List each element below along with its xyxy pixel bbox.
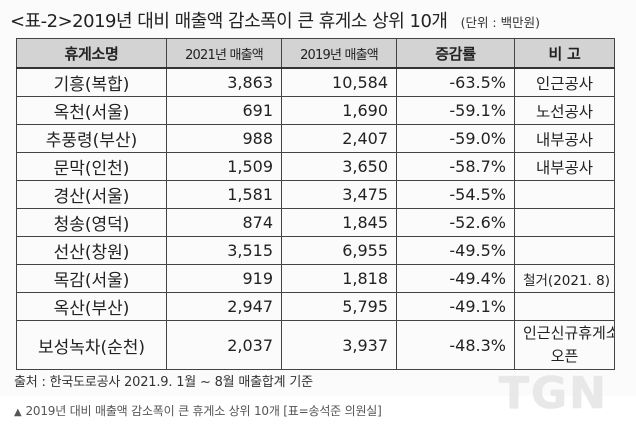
- cell-change-rate: -49.5%: [396, 236, 515, 265]
- table-row: 옥천(서울) 691 1,690 -59.1% 노선공사: [16, 96, 615, 125]
- cell-name: 청송(영덕): [16, 208, 167, 237]
- cell-note: 인근신규휴게소 오픈: [514, 320, 615, 370]
- cell-sales-2019: 1,845: [281, 208, 397, 237]
- table-row: 옥산(부산) 2,947 5,795 -49.1%: [16, 292, 615, 321]
- cell-name: 선산(창원): [16, 236, 167, 265]
- cell-note: [514, 236, 615, 265]
- cell-change-rate: -58.7%: [396, 152, 515, 181]
- table-row: 경산(서울) 1,581 3,475 -54.5%: [16, 180, 615, 209]
- cell-change-rate: -59.0%: [396, 124, 515, 153]
- cell-name: 문막(인천): [16, 152, 167, 181]
- cell-note: 인근공사: [514, 67, 615, 97]
- table-row: 청송(영덕) 874 1,845 -52.6%: [16, 208, 615, 237]
- cell-sales-2021: 874: [166, 208, 282, 237]
- cell-note: 내부공사: [514, 124, 615, 153]
- cell-sales-2019: 3,937: [281, 320, 397, 370]
- cell-note-line1: 인근신규휴게소: [523, 324, 615, 342]
- cell-note-line2: 오픈: [550, 347, 579, 365]
- header-change-rate: 증감률: [396, 38, 515, 69]
- cell-sales-2019: 2,407: [281, 124, 397, 153]
- cell-sales-2019: 3,650: [281, 152, 397, 181]
- cell-note: 철거(2021. 8): [514, 264, 615, 293]
- cell-name: 기흥(복합): [16, 67, 167, 97]
- cell-note: 내부공사: [514, 152, 615, 181]
- table-row: 선산(창원) 3,515 6,955 -49.5%: [16, 236, 615, 265]
- cell-sales-2019: 5,795: [281, 292, 397, 321]
- table-row: 목감(서울) 919 1,818 -49.4% 철거(2021. 8): [16, 264, 615, 293]
- watermark-logo: TGN: [499, 368, 608, 419]
- table-row: 기흥(복합) 3,863 10,584 -63.5% 인근공사: [16, 67, 615, 97]
- cell-note: 노선공사: [514, 96, 615, 125]
- cell-name: 옥천(서울): [16, 96, 167, 125]
- cell-sales-2021: 1,509: [166, 152, 282, 181]
- document-image: <표-2>2019년 대비 매출액 감소폭이 큰 휴게소 상위 10개 (단위 …: [10, 7, 630, 419]
- table-row: 보성녹차(순천) 2,037 3,937 -48.3% 인근신규휴게소 오픈: [16, 320, 615, 370]
- cell-name: 추풍령(부산): [16, 124, 167, 153]
- cell-sales-2021: 3,515: [166, 236, 282, 265]
- cell-note: [514, 292, 615, 321]
- cell-name: 목감(서울): [16, 264, 167, 293]
- table-title: <표-2>2019년 대비 매출액 감소폭이 큰 휴게소 상위 10개: [10, 11, 448, 32]
- header-rest-area-name: 휴게소명: [16, 38, 167, 69]
- cell-sales-2021: 919: [166, 264, 282, 293]
- source-note: 출처 : 한국도로공사 2021.9. 1월 ~ 8월 매출합계 기준: [14, 375, 313, 390]
- caption-text: 2019년 대비 매출액 감소폭이 큰 휴게소 상위 10개 [표=송석준 의원…: [25, 404, 382, 418]
- rest-area-sales-table: 휴게소명 2021년 매출액 2019년 매출액 증감률 비 고 기흥(복합) …: [16, 38, 615, 370]
- cell-change-rate: -52.6%: [396, 208, 515, 237]
- cell-name: 보성녹차(순천): [16, 320, 167, 370]
- cell-sales-2021: 3,863: [166, 67, 282, 97]
- table-title-row: <표-2>2019년 대비 매출액 감소폭이 큰 휴게소 상위 10개 (단위 …: [10, 7, 630, 35]
- cell-sales-2019: 3,475: [281, 180, 397, 209]
- cell-change-rate: -49.4%: [396, 264, 515, 293]
- image-caption: ▲ 2019년 대비 매출액 감소폭이 큰 휴게소 상위 10개 [표=송석준 의…: [14, 402, 382, 419]
- header-sales-2021: 2021년 매출액: [166, 38, 282, 69]
- header-note: 비 고: [514, 38, 615, 69]
- cell-change-rate: -63.5%: [396, 67, 515, 97]
- cell-change-rate: -54.5%: [396, 180, 515, 209]
- cell-change-rate: -49.1%: [396, 292, 515, 321]
- cell-sales-2021: 1,581: [166, 180, 282, 209]
- cell-sales-2021: 691: [166, 96, 282, 125]
- triangle-marker-icon: ▲: [14, 407, 22, 418]
- cell-change-rate: -59.1%: [396, 96, 515, 125]
- cell-sales-2019: 1,818: [281, 264, 397, 293]
- header-sales-2019: 2019년 매출액: [281, 38, 397, 69]
- cell-sales-2019: 1,690: [281, 96, 397, 125]
- unit-label: (단위 : 백만원): [460, 15, 540, 30]
- cell-sales-2021: 988: [166, 124, 282, 153]
- cell-sales-2019: 10,584: [281, 67, 397, 97]
- cell-sales-2021: 2,947: [166, 292, 282, 321]
- cell-change-rate: -48.3%: [396, 320, 515, 370]
- cell-name: 경산(서울): [16, 180, 167, 209]
- table-header-row: 휴게소명 2021년 매출액 2019년 매출액 증감률 비 고: [16, 38, 615, 69]
- table-row: 문막(인천) 1,509 3,650 -58.7% 내부공사: [16, 152, 615, 181]
- cell-name: 옥산(부산): [16, 292, 167, 321]
- table-row: 추풍령(부산) 988 2,407 -59.0% 내부공사: [16, 124, 615, 153]
- cell-note: [514, 208, 615, 237]
- cell-sales-2021: 2,037: [166, 320, 282, 370]
- cell-note: [514, 180, 615, 209]
- cell-sales-2019: 6,955: [281, 236, 397, 265]
